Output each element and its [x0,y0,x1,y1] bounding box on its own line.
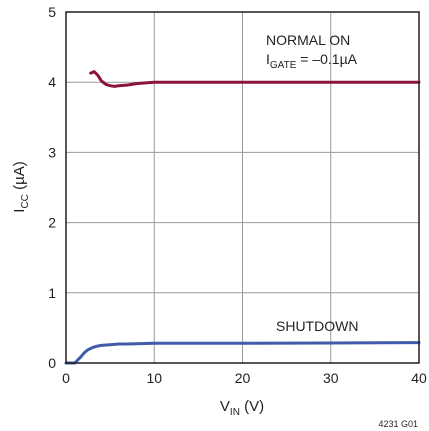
x-axis-label-sub: IN [230,407,240,418]
annotation-gate-sub: GATE [270,60,297,71]
x-axis-label-unit: (V) [240,398,264,415]
y-tick-label: 4 [48,74,56,90]
y-tick-label: 3 [48,144,56,160]
x-axis-label: VIN (V) [220,398,264,418]
y-axis-label: ICC (µA) [11,161,31,212]
figure-id: 4231 G01 [378,419,418,429]
x-tick-label: 20 [235,370,251,386]
y-tick-label: 0 [48,355,56,371]
series-layer [64,70,421,365]
y-tick-label: 5 [48,4,56,20]
series-line-shutdown [64,341,421,365]
y-tick-label: 1 [48,285,56,301]
annotation-gate-main: I [266,51,270,67]
annotation-shutdown: SHUTDOWN [276,318,358,334]
series-line-normal-on [89,70,421,88]
y-axis-label-unit: (µA) [11,161,28,194]
x-tick-label: 10 [146,370,162,386]
x-tick-label: 0 [62,370,70,386]
x-tick-labels: 0 10 20 30 40 [62,370,427,386]
x-tick-label: 40 [411,370,427,386]
x-tick-label: 30 [323,370,339,386]
x-axis-label-main: V [220,398,230,415]
plot-frame [65,11,420,364]
annotation-gate-current: IGATE = –0.1µA [266,51,358,71]
y-axis-label-sub: CC [20,194,31,208]
annotation-normal-on: NORMAL ON [266,32,350,48]
y-axis-label-main: I [11,209,28,213]
y-tick-labels: 0 1 2 3 4 5 [48,4,56,371]
annotation-gate-value: = –0.1µA [296,51,357,67]
y-tick-label: 2 [48,215,56,231]
